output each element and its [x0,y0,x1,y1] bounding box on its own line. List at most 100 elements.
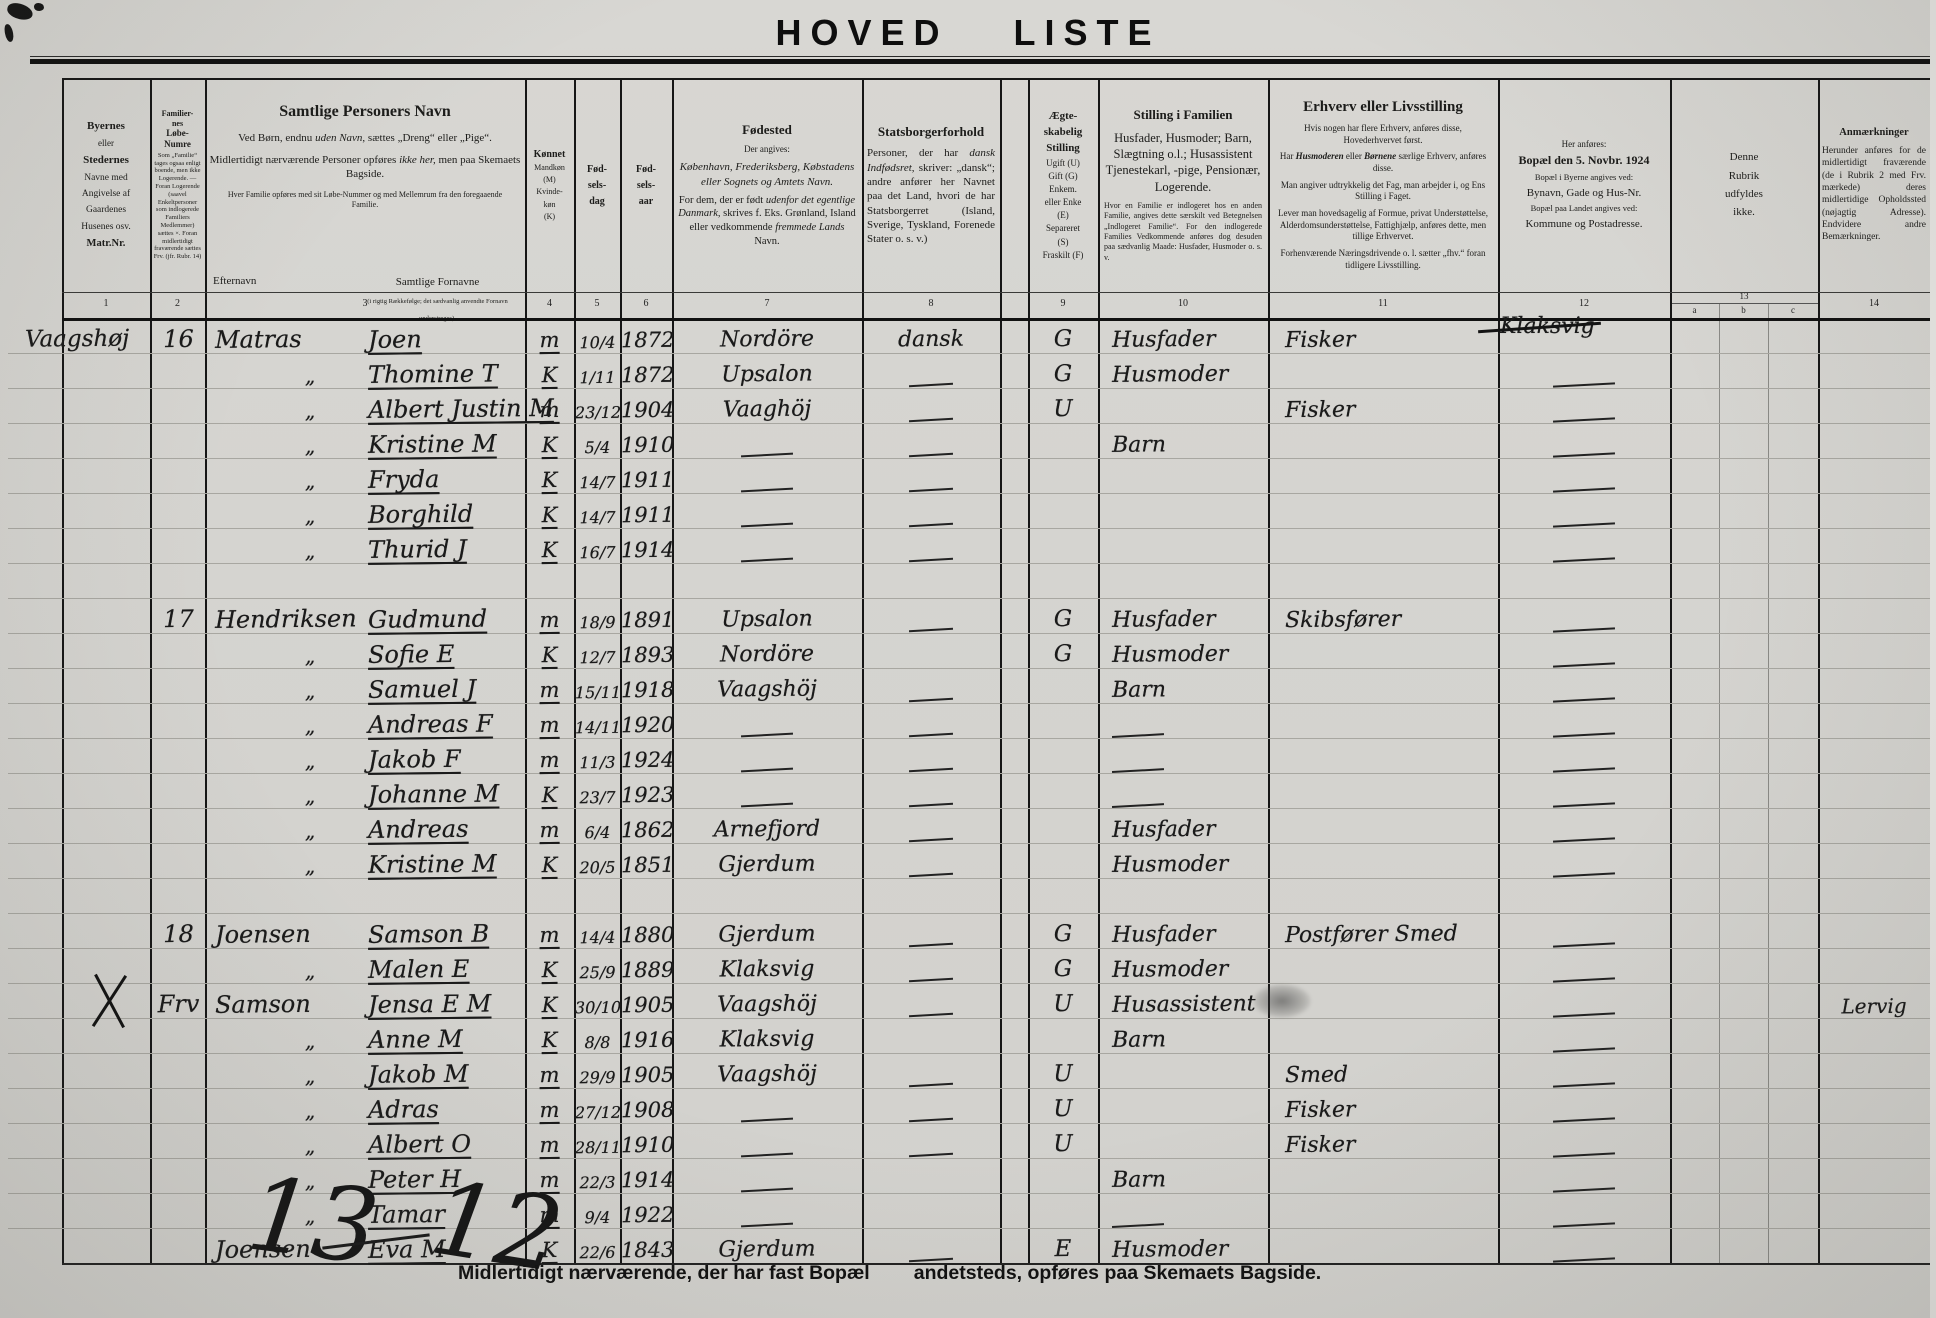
header-text: Stilling [1046,141,1080,154]
cell-ditto-mark: „ [304,678,316,704]
cell-lobenummer [152,561,205,562]
column-number: b [1741,305,1746,315]
cell-aegteskabelig-stilling [1030,876,1096,877]
cell-erhverv [1285,875,1495,877]
header-text: Erhverv eller Livsstilling [1303,99,1463,116]
cell-aegteskabelig-stilling: G [1053,360,1073,388]
cell-kon: K [541,957,558,983]
cell-place [25,910,155,911]
cell-anmaerkning [1820,700,1928,701]
cell-lobenummer [152,386,205,387]
cell-anmaerkning [1820,595,1928,596]
grid-line [574,78,576,1263]
cell-bopael: — [1500,628,1668,632]
cell-fodested: — [674,523,860,527]
cell-bopael [1500,910,1668,912]
cell-anmaerkning [1820,1050,1928,1051]
header-text: ikke. [1733,206,1755,219]
column-header-fodselsdag: Fød- sels- dag [574,78,620,292]
cell-lobenummer [152,1226,205,1227]
cell-lobenummer [152,736,205,737]
cell-fodselsdag: 5/4 [584,437,611,458]
grid-line [8,808,1930,809]
cell-fodested: Gjerdum [718,851,816,878]
cell-fornavn: Fryda [367,465,440,494]
cell-fodselsaar: 1916 [620,1027,675,1053]
cell-bopael: — [1500,663,1668,667]
header-text: Bopæl i Byerne angives ved: [1534,171,1634,182]
cell-statsborgerforhold [864,910,998,911]
cell-place [25,1050,155,1051]
grid-line [62,1263,1930,1265]
header-text: Numre [164,139,191,150]
cell-fodselsdag: 14/7 [579,472,616,493]
column-number: 11 [1378,298,1388,309]
cell-lobenummer [152,771,205,772]
grid-line [8,423,1930,424]
cell-statsborgerforhold [864,595,998,596]
cell-anmaerkning [1820,1155,1928,1156]
grid-line [1000,78,1002,1263]
cell-anmaerkning [1820,1085,1928,1086]
cell-fodselsaar: 1923 [620,782,675,808]
cell-ditto-mark: „ [304,853,316,879]
header-text: (S) [1057,236,1069,247]
cell-stilling-i-familien: Husfader [1111,326,1216,353]
column-number: 4 [547,298,552,309]
grid-line [8,703,1930,704]
header-text: Har Husmoderen eller Børnene særlige Erh… [1279,151,1487,174]
cell-stilling-i-familien: Husmoder [1111,851,1229,878]
cell-lobenummer [152,841,205,842]
cell-fodselsaar: 1893 [620,642,675,668]
cell-bopael: — [1500,1188,1668,1192]
cell-stilling-i-familien: Barn [1111,1027,1167,1053]
header-text: Personer, der har dansk Indfødsret, skri… [867,147,995,246]
cell-fodested: — [674,1188,860,1192]
grid-line [8,563,1930,564]
cell-fodested: Vaagshöj [717,1061,817,1088]
title-rule-thick [30,59,1930,64]
header-text: eller [98,137,114,148]
cell-stilling-i-familien: — [1112,733,1277,737]
cell-lobenummer [152,701,205,702]
cell-anmaerkning [1820,420,1928,421]
table-row: „ Kristine M K 5/4 1910 — — Barn — [0,423,1936,458]
cell-efternavn: Samson [214,989,311,1019]
header-text: Ved Børn, endnu uden Navn, sættes „Dreng… [238,131,492,144]
cell-ditto-mark [280,596,340,597]
cell-fornavn: Kristine M [367,849,497,879]
cell-kon: K [541,852,558,878]
column-number: a [1692,305,1697,315]
cell-stilling-i-familien: Husmoder [1111,361,1229,388]
header-text: Gift (G) [1048,170,1078,181]
header-text: Familier- [161,109,194,119]
cell-statsborgerforhold: — [864,943,998,946]
cell-lobenummer: 18 [163,919,194,949]
table-row: „ Kristine M K 20/5 1851 Gjerdum — Husmo… [0,843,1936,878]
cell-fodested: Vaagshöj [717,676,817,703]
grid-line [62,78,64,1263]
grid-line [8,843,1930,844]
cell-stilling-i-familien: Barn [1111,677,1167,703]
grid-line [8,1018,1930,1019]
header-text: eller Enke [1044,197,1082,208]
cell-bopael: — [1500,1258,1668,1262]
cell-statsborgerforhold: — [864,558,998,561]
cell-fodselsdag: 15/11 [574,682,622,703]
cell-fornavn: Kristine M [367,429,497,459]
cell-anmaerkning [1820,945,1928,946]
cell-aegteskabelig-stilling: U [1053,990,1073,1018]
cell-place [25,455,155,456]
cell-fornavn: Adras [367,1095,439,1124]
cell-lobenummer [152,1156,205,1157]
cell-erhverv [1285,1225,1495,1227]
cell-lobenummer [152,1086,205,1087]
cell-fornavn: Anne M [367,1024,463,1054]
header-text: Husenes osv. [81,221,131,232]
cell-fodselsdag: 14/11 [574,717,622,738]
grid-line [8,458,1930,459]
cell-fodselsaar: 1905 [620,992,675,1018]
table-row: „ Malen E K 25/9 1889 Klaksvig — G Husmo… [0,948,1936,984]
header-text: Husfader, Husmoder; Barn, Slægtning o.l.… [1105,130,1261,194]
header-text: Fød- [636,163,656,175]
